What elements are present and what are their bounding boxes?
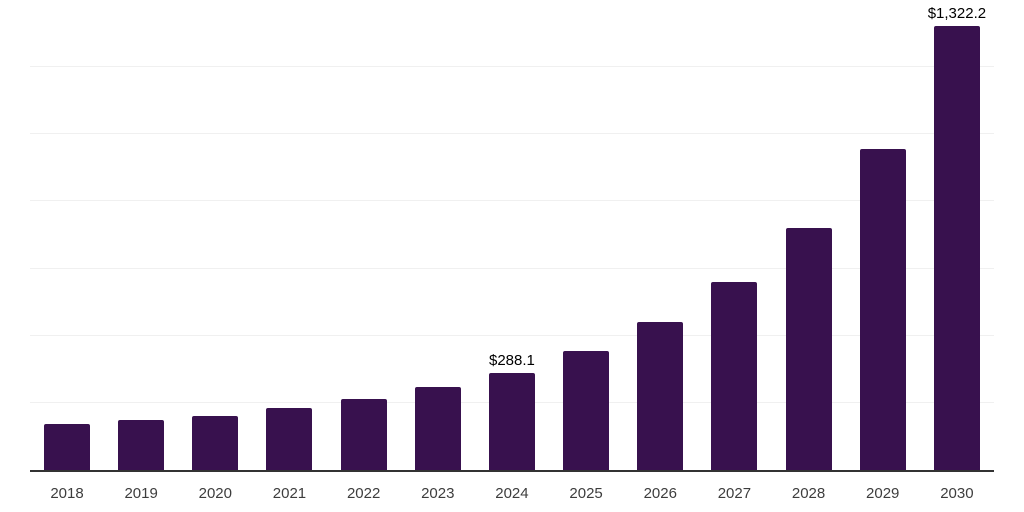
x-tick-label-2020: 2020	[198, 485, 232, 502]
x-tick-label-2026: 2026	[643, 485, 677, 502]
gridline-1000	[30, 133, 994, 135]
bar-2019	[118, 419, 165, 470]
bar-2026	[637, 322, 684, 470]
bar-2018	[44, 423, 90, 470]
x-axis-labels: 2018 2019 2020 2021 2022 2023 2024 2025 2026 2027…	[30, 472, 994, 502]
bar-value-label-2024: $288.1	[488, 352, 535, 370]
bar-2022	[340, 399, 387, 470]
bar-2024	[488, 373, 535, 470]
bar-2021	[266, 408, 313, 470]
x-tick-label-2023: 2023	[421, 485, 455, 502]
bar-slot-2026	[637, 0, 684, 470]
x-tick-label-2029: 2029	[866, 485, 900, 502]
x-tick-label-2028: 2028	[791, 485, 826, 502]
gridline-600	[30, 267, 994, 269]
bar-2030	[933, 26, 980, 470]
bar-slot-2021	[266, 0, 313, 470]
bar-2028	[785, 227, 832, 470]
x-tick-label-2022: 2022	[346, 485, 381, 502]
x-tick-label-2030: 2030	[940, 485, 974, 502]
bar-2027	[711, 282, 758, 470]
bar-slot-2028	[785, 0, 832, 470]
x-tick-label-2019: 2019	[124, 485, 158, 502]
bar-slot-2024: $288.1	[488, 0, 535, 470]
bar-2025	[563, 351, 610, 470]
x-tick-label-2025: 2025	[569, 485, 603, 502]
bar-slot-2022	[340, 0, 387, 470]
x-tick-label-2027: 2027	[717, 485, 752, 502]
bar-slot-2018	[44, 0, 90, 470]
x-tick-label-2021: 2021	[272, 485, 307, 502]
bar-slot-2025	[563, 0, 610, 470]
bar-slot-2029	[859, 0, 906, 470]
bar-slot-2030: $1,322.2	[928, 0, 986, 470]
bar-2020	[192, 415, 239, 470]
gridline-800	[30, 200, 994, 202]
x-tick-label-2018: 2018	[50, 485, 84, 502]
gridline-400	[30, 334, 994, 336]
bar-slot-2027	[711, 0, 758, 470]
plot-area: $288.1 $1,322.2	[30, 0, 994, 472]
bars-container: $288.1 $1,322.2	[30, 0, 994, 470]
bar-slot-2023	[414, 0, 461, 470]
x-tick-label-2024: 2024	[495, 485, 529, 502]
bar-slot-2019	[118, 0, 165, 470]
gridline-1200	[30, 66, 994, 68]
bar-slot-2020	[192, 0, 239, 470]
bar-2023	[414, 387, 461, 470]
bar-2029	[859, 148, 906, 470]
bar-value-label-2030: $1,322.2	[927, 5, 987, 23]
